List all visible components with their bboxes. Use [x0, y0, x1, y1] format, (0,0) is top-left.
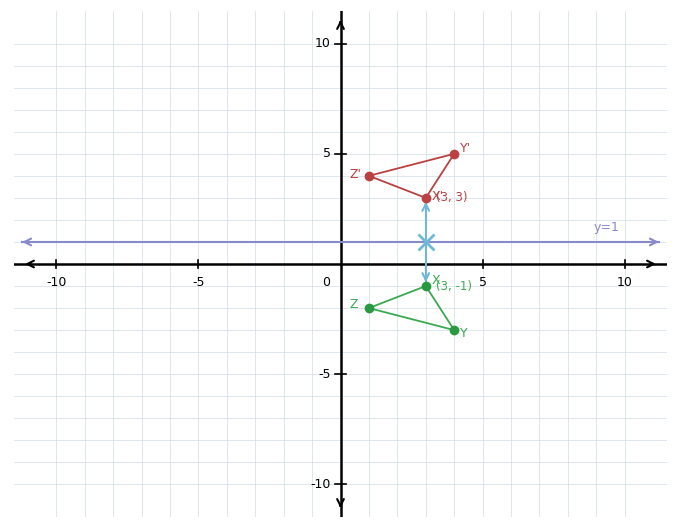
Text: y=1: y=1 — [593, 221, 619, 234]
Text: 10: 10 — [315, 37, 330, 50]
Text: -10: -10 — [310, 478, 330, 491]
Text: 5: 5 — [479, 276, 487, 289]
Text: 0: 0 — [323, 276, 330, 289]
Text: (3, 3): (3, 3) — [436, 191, 467, 204]
Text: -5: -5 — [192, 276, 204, 289]
Text: 10: 10 — [617, 276, 633, 289]
Text: Z: Z — [349, 298, 358, 311]
Text: 5: 5 — [323, 147, 330, 161]
Text: -5: -5 — [318, 367, 330, 381]
Text: X': X' — [432, 190, 443, 203]
Text: (3, -1): (3, -1) — [436, 279, 472, 293]
Text: X: X — [432, 274, 440, 287]
Text: Z': Z' — [349, 168, 361, 181]
Text: -10: -10 — [46, 276, 67, 289]
Text: Y': Y' — [460, 142, 471, 155]
Text: Y: Y — [460, 327, 468, 340]
